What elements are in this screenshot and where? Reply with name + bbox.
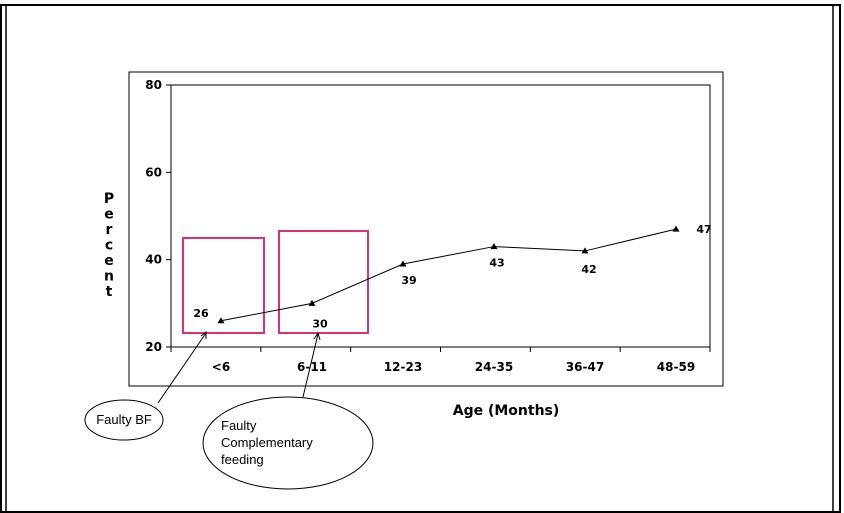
data-point-marker <box>581 247 589 254</box>
callout-pointer-arrowhead-faulty-bf <box>200 330 207 339</box>
data-point-marker <box>672 225 680 232</box>
callout-pointer-faulty-complementary <box>302 333 319 398</box>
data-label: 30 <box>312 317 328 330</box>
x-axis-title: Age (Months) <box>453 403 560 419</box>
data-label: 47 <box>696 223 711 236</box>
x-tick-label: 36-47 <box>566 360 604 374</box>
data-point-marker <box>308 299 316 306</box>
x-tick-label: <6 <box>212 360 230 374</box>
callout-text-faulty-bf: Faulty BF <box>96 412 152 427</box>
callout-pointer-faulty-bf <box>157 332 207 404</box>
data-point-marker <box>399 260 407 267</box>
callout-text-faulty-line1: Faulty <box>221 418 257 433</box>
highlight-box-faulty-bf <box>182 237 265 334</box>
data-label: 43 <box>489 257 504 270</box>
highlight-box-faulty-complementary <box>278 230 369 334</box>
callout-text-faulty-line3: feeding <box>221 452 264 467</box>
y-tick-label: 40 <box>145 253 162 267</box>
data-point-marker <box>490 243 498 250</box>
callout-ellipse-faulty-bf <box>84 399 164 441</box>
y-tick-label: 80 <box>145 78 162 92</box>
y-tick-label: 60 <box>145 165 162 179</box>
y-axis-ticks: 20 40 60 80 <box>145 78 171 354</box>
outer-frame <box>0 4 841 513</box>
chart-area-border <box>128 71 724 387</box>
series-line: 26 30 39 43 42 47 <box>193 223 711 330</box>
x-tick-label: 12-23 <box>384 360 422 374</box>
x-tick-label: 6-11 <box>297 360 327 374</box>
plot-area <box>170 84 711 348</box>
callout-pointer-arrowhead-faulty-complementary <box>313 331 321 341</box>
callout-ellipse-faulty-complementary <box>202 396 374 490</box>
data-label: 26 <box>193 307 209 320</box>
data-label: 42 <box>581 263 596 276</box>
callout-text-faulty-line2: Complementary <box>221 435 313 450</box>
data-point-marker <box>217 317 225 324</box>
x-axis-ticks: <6 6-11 12-23 24-35 36-47 48-59 <box>170 347 711 374</box>
series-polyline <box>220 228 677 322</box>
data-label: 39 <box>401 274 416 287</box>
x-tick-label: 24-35 <box>475 360 513 374</box>
y-tick-label: 20 <box>145 340 162 354</box>
x-tick-label: 48-59 <box>657 360 695 374</box>
